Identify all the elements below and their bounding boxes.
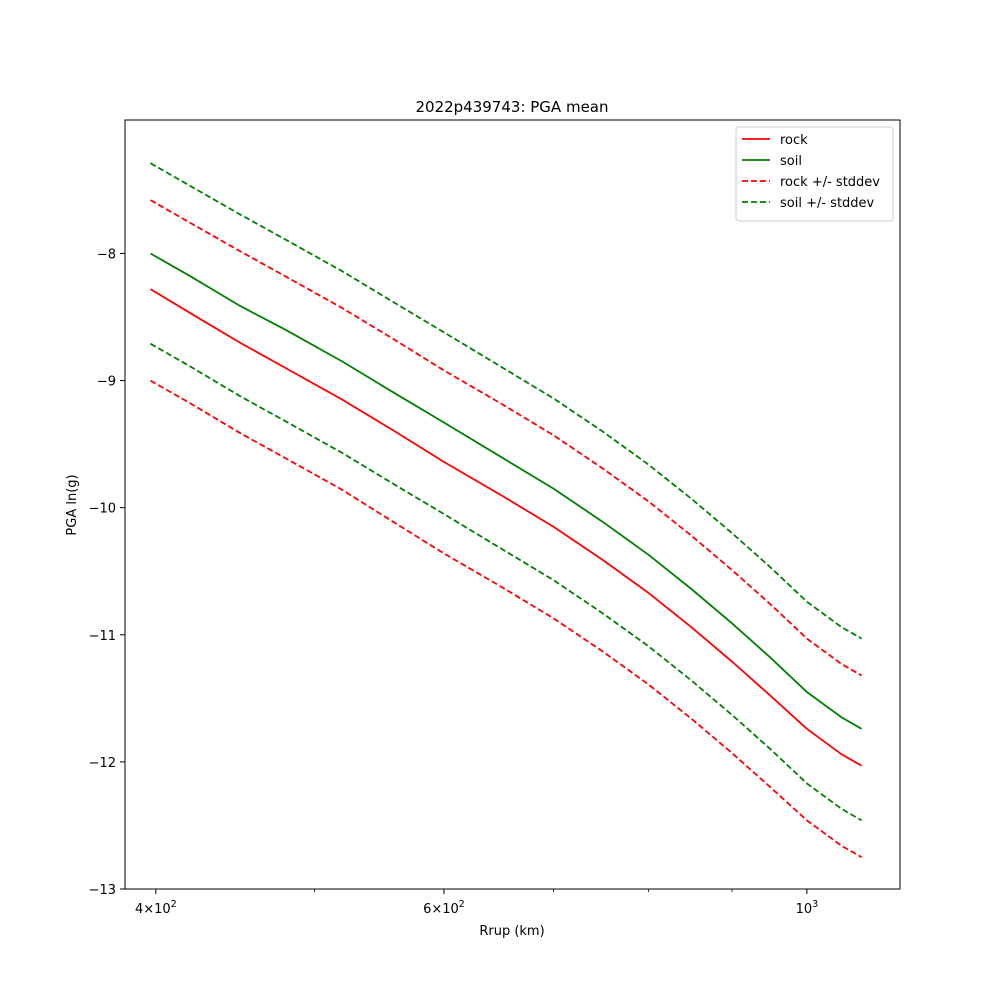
x-tick-label-0: 4×102 [135,899,177,917]
y-axis: −8 −9 −10 −11 −12 −13 [89,247,125,898]
series-line-0 [150,288,863,767]
legend-label-3: soil +/- stddev [780,196,875,211]
legend-label-2: rock +/- stddev [780,175,880,190]
series-layer [150,162,863,858]
x-axis: 4×102 6×102 103 [135,889,818,917]
legend-label-1: soil [780,154,802,169]
y-tick-label-4: −12 [89,756,116,771]
y-tick-label-3: −11 [89,629,116,644]
x-tick-label-1: 6×102 [423,899,465,917]
y-tick-label-2: −10 [89,502,116,517]
legend: rock soil rock +/- stddev soil +/- stddev [735,126,894,222]
legend-box [735,126,894,222]
series-line-1 [150,252,863,730]
series-line-3 [150,379,863,858]
chart-title: 2022p439743: PGA mean [415,98,608,116]
x-tick-label-2: 103 [796,899,819,917]
plot-frame [124,119,901,890]
y-tick-label-0: −8 [97,247,116,262]
y-tick-label-5: −13 [89,883,116,898]
x-axis-label: Rrup (km) [479,924,544,939]
series-line-5 [150,342,863,822]
y-tick-label-1: −9 [97,375,116,390]
legend-label-0: rock [780,133,808,148]
series-line-4 [150,162,863,640]
y-axis-label: PGA ln(g) [65,474,80,535]
series-line-2 [150,199,863,677]
